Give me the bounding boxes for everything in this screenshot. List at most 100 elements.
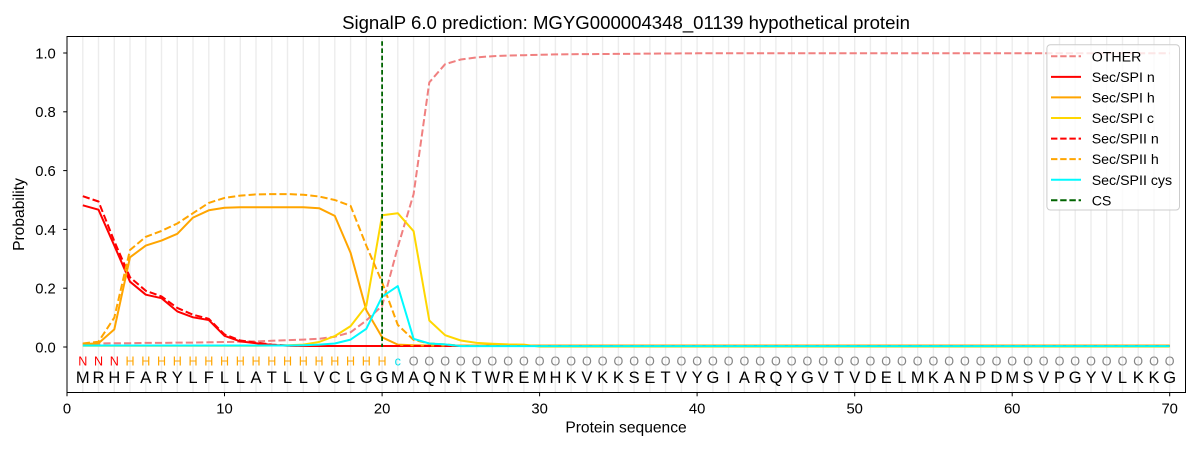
svg-text:S: S [629, 369, 640, 387]
svg-text:E: E [644, 369, 655, 387]
svg-text:K: K [455, 369, 466, 387]
svg-text:Protein sequence: Protein sequence [565, 419, 686, 436]
svg-text:H: H [346, 355, 355, 369]
svg-text:H: H [141, 355, 150, 369]
svg-text:O: O [566, 355, 576, 369]
svg-text:A: A [408, 369, 419, 387]
svg-text:V: V [818, 369, 829, 387]
svg-text:Sec/SPI n: Sec/SPI n [1092, 70, 1155, 86]
svg-text:O: O [692, 355, 702, 369]
svg-text:K: K [613, 369, 624, 387]
svg-text:K: K [566, 369, 577, 387]
svg-text:M: M [391, 369, 405, 387]
svg-text:O: O [629, 355, 639, 369]
svg-text:T: T [834, 369, 844, 387]
svg-text:I: I [726, 369, 731, 387]
svg-text:H: H [204, 355, 213, 369]
svg-text:N: N [78, 355, 87, 369]
svg-text:O: O [598, 355, 608, 369]
svg-text:H: H [220, 355, 229, 369]
svg-text:Sec/SPI c: Sec/SPI c [1092, 111, 1154, 127]
svg-text:O: O [1007, 355, 1017, 369]
svg-text:O: O [582, 355, 592, 369]
svg-text:L: L [283, 369, 292, 387]
svg-text:A: A [944, 369, 955, 387]
svg-text:F: F [204, 369, 214, 387]
svg-text:H: H [236, 355, 245, 369]
svg-text:Y: Y [1085, 369, 1096, 387]
svg-text:O: O [818, 355, 828, 369]
svg-text:T: T [267, 369, 277, 387]
svg-text:O: O [960, 355, 970, 369]
svg-text:O: O [519, 355, 529, 369]
svg-text:O: O [1055, 355, 1065, 369]
svg-text:M: M [76, 369, 90, 387]
svg-text:H: H [173, 355, 182, 369]
svg-text:O: O [740, 355, 750, 369]
svg-text:O: O [1118, 355, 1128, 369]
svg-text:W: W [485, 369, 501, 387]
svg-text:P: P [975, 369, 986, 387]
svg-text:L: L [897, 369, 906, 387]
svg-text:L: L [188, 369, 197, 387]
svg-text:L: L [299, 369, 308, 387]
svg-text:K: K [1133, 369, 1144, 387]
svg-text:V: V [1038, 369, 1049, 387]
svg-text:O: O [535, 355, 545, 369]
svg-text:O: O [456, 355, 466, 369]
svg-text:M: M [1005, 369, 1019, 387]
svg-text:G: G [360, 369, 373, 387]
svg-text:L: L [220, 369, 229, 387]
svg-text:O: O [551, 355, 561, 369]
svg-text:H: H [251, 355, 260, 369]
svg-text:O: O [708, 355, 718, 369]
svg-text:G: G [376, 369, 389, 387]
svg-text:O: O [913, 355, 923, 369]
svg-text:D: D [864, 369, 876, 387]
svg-text:P: P [1054, 369, 1065, 387]
svg-text:O: O [755, 355, 765, 369]
svg-text:H: H [283, 355, 292, 369]
svg-text:O: O [724, 355, 734, 369]
svg-text:G: G [1069, 369, 1082, 387]
svg-text:O: O [424, 355, 434, 369]
svg-text:L: L [236, 369, 245, 387]
svg-text:R: R [156, 369, 168, 387]
svg-text:O: O [1086, 355, 1096, 369]
svg-text:O: O [487, 355, 497, 369]
svg-text:O: O [771, 355, 781, 369]
svg-text:40: 40 [689, 402, 705, 418]
svg-text:G: G [801, 369, 814, 387]
svg-text:O: O [1149, 355, 1159, 369]
svg-text:O: O [929, 355, 939, 369]
svg-text:K: K [1148, 369, 1159, 387]
svg-text:T: T [472, 369, 482, 387]
svg-text:O: O [440, 355, 450, 369]
svg-text:H: H [299, 355, 308, 369]
svg-text:0: 0 [63, 402, 71, 418]
svg-text:0.4: 0.4 [35, 223, 56, 239]
svg-text:K: K [928, 369, 939, 387]
svg-text:V: V [849, 369, 860, 387]
svg-text:SignalP 6.0 prediction: MGYG00: SignalP 6.0 prediction: MGYG000004348_01… [342, 12, 910, 34]
svg-text:0.0: 0.0 [35, 340, 56, 356]
svg-text:50: 50 [846, 402, 862, 418]
svg-text:c: c [395, 355, 401, 369]
svg-text:H: H [549, 369, 561, 387]
svg-text:O: O [409, 355, 419, 369]
svg-text:G: G [706, 369, 719, 387]
svg-text:H: H [188, 355, 197, 369]
svg-text:E: E [518, 369, 529, 387]
svg-text:Y: Y [786, 369, 797, 387]
svg-text:N: N [110, 355, 119, 369]
svg-text:10: 10 [216, 402, 232, 418]
svg-text:A: A [739, 369, 750, 387]
svg-text:Probability: Probability [11, 178, 28, 251]
svg-text:N: N [439, 369, 451, 387]
svg-text:Y: Y [172, 369, 183, 387]
svg-text:S: S [1022, 369, 1033, 387]
svg-text:V: V [314, 369, 325, 387]
svg-text:OTHER: OTHER [1092, 49, 1142, 65]
svg-text:Q: Q [769, 369, 782, 387]
svg-text:Sec/SPI h: Sec/SPI h [1092, 91, 1155, 107]
